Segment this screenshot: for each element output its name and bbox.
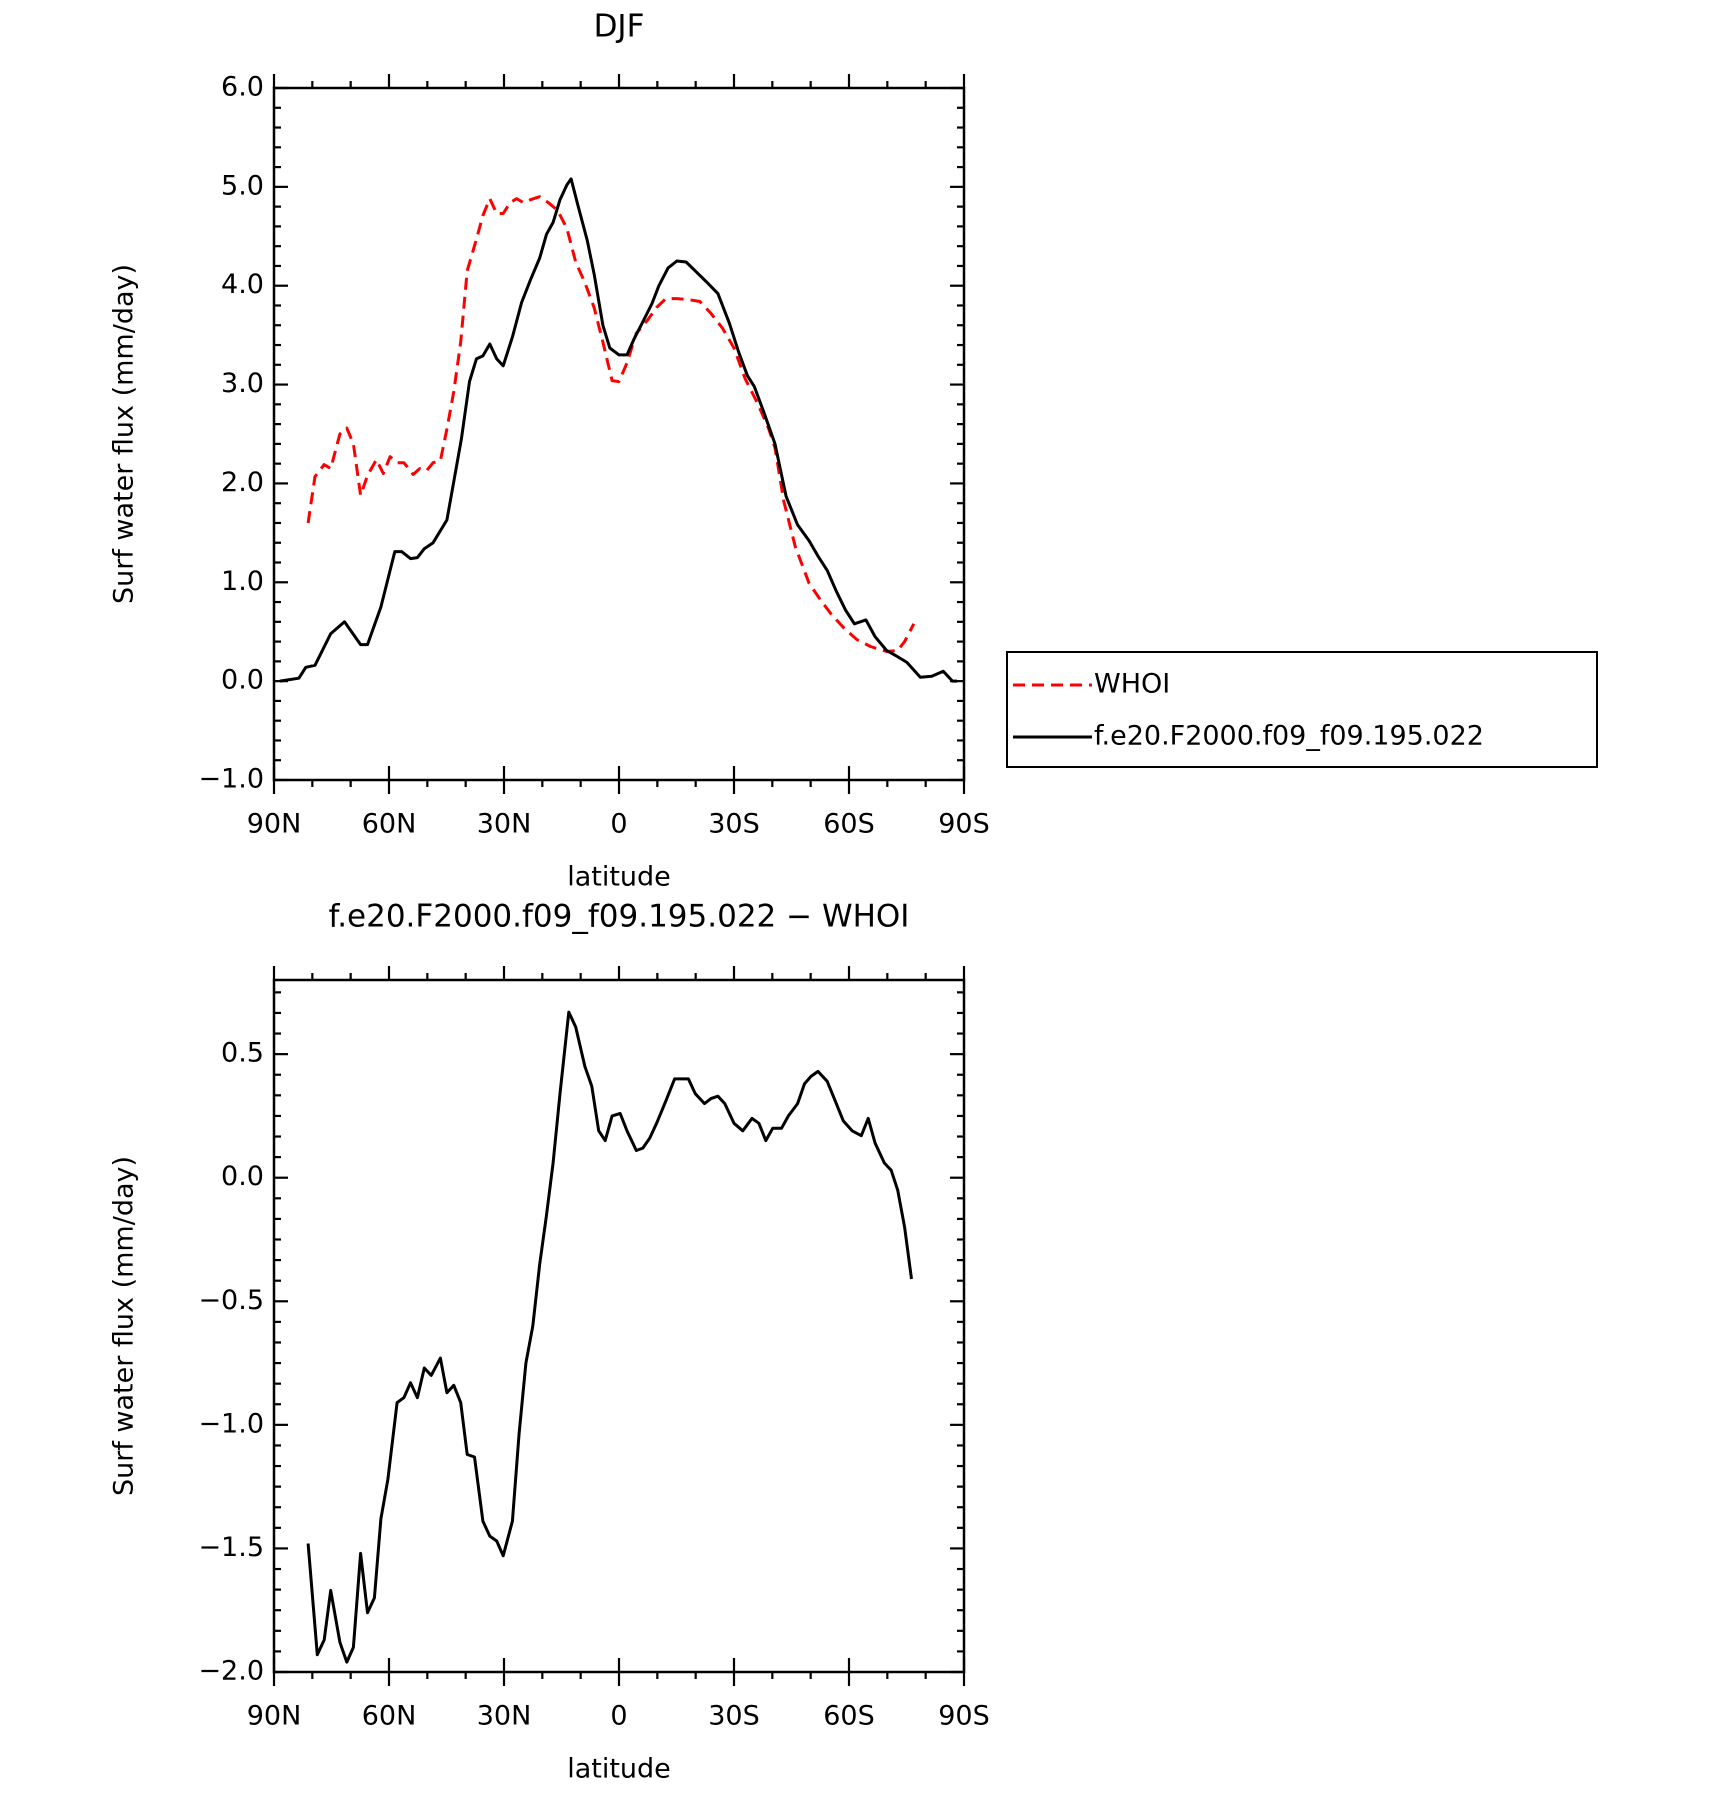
x-axis-label: latitude — [567, 1754, 671, 1785]
chart-title: DJF — [594, 9, 645, 45]
y-tick-label: 4.0 — [221, 269, 264, 300]
x-axis-label: latitude — [567, 862, 671, 893]
y-tick-label: −2.0 — [198, 1656, 264, 1687]
y-tick-label: 0.0 — [221, 1161, 264, 1192]
x-tick-label: 60N — [362, 809, 417, 840]
y-axis-label: Surf water flux (mm/day) — [109, 264, 140, 604]
y-tick-label: −1.0 — [198, 1408, 264, 1439]
chart-title: f.e20.F2000.f09_f09.195.022 − WHOI — [329, 899, 910, 935]
y-tick-label: 2.0 — [221, 467, 264, 498]
x-tick-label: 90N — [247, 809, 302, 840]
x-tick-label: 30S — [708, 809, 760, 840]
y-tick-label: −0.5 — [198, 1285, 264, 1316]
x-tick-label: 90S — [938, 1701, 990, 1732]
x-tick-label: 0 — [610, 1701, 627, 1732]
data-line — [306, 195, 916, 653]
y-tick-label: 0.0 — [221, 665, 264, 696]
y-tick-label: 0.5 — [221, 1038, 264, 1069]
y-tick-label: 5.0 — [221, 170, 264, 201]
legend-label: WHOI — [1094, 669, 1170, 700]
data-line — [279, 177, 958, 683]
plot-frame — [272, 86, 966, 782]
legend-label: f.e20.F2000.f09_f09.195.022 — [1094, 721, 1484, 752]
y-tick-label: 6.0 — [221, 72, 264, 103]
y-tick-label: −1.0 — [198, 764, 264, 795]
panel: DJF latitude Surf water flux (mm/day) −1.0 0… — [109, 9, 1598, 893]
x-tick-label: 30N — [477, 1701, 532, 1732]
legend-box — [1006, 651, 1598, 768]
x-tick-label: 60N — [362, 1701, 417, 1732]
y-tick-label: 3.0 — [221, 368, 264, 399]
x-tick-label: 30S — [708, 1701, 760, 1732]
x-tick-label: 90N — [247, 1701, 302, 1732]
x-tick-label: 90S — [938, 809, 990, 840]
x-tick-label: 30N — [477, 809, 532, 840]
x-tick-label: 60S — [823, 809, 875, 840]
y-tick-label: 1.0 — [221, 566, 264, 597]
x-tick-label: 60S — [823, 1701, 875, 1732]
y-axis-label: Surf water flux (mm/day) — [109, 1156, 140, 1496]
data-line — [306, 1010, 913, 1664]
y-tick-label: −1.5 — [198, 1532, 264, 1563]
x-tick-label: 0 — [610, 809, 627, 840]
panel: f.e20.F2000.f09_f09.195.022 − WHOI latitu… — [109, 899, 990, 1785]
